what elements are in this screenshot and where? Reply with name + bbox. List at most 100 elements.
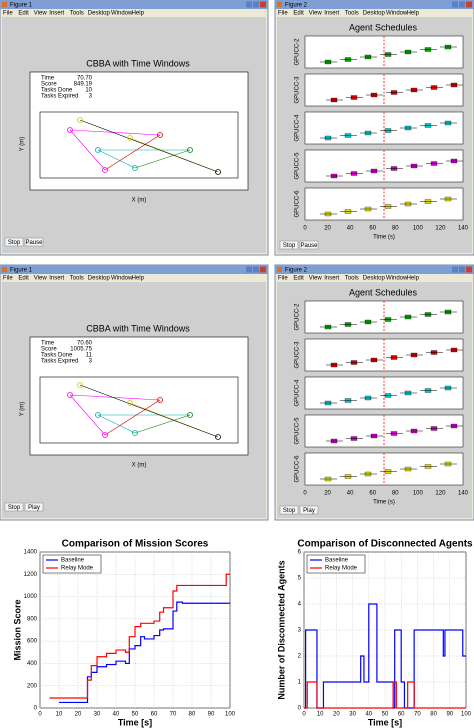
y-tick-label: 5: [298, 576, 302, 582]
menu-item[interactable]: Desktop: [363, 276, 386, 282]
window-button[interactable]: [246, 266, 252, 273]
menu-item[interactable]: View: [309, 276, 323, 282]
x-tick-label: 60: [369, 226, 376, 232]
stat-value: 1005.75: [70, 347, 92, 353]
button[interactable]: [299, 505, 319, 515]
menu-item[interactable]: Window: [111, 276, 133, 282]
button-label[interactable]: Play: [28, 505, 40, 511]
agent-label: GPUCC-4: [295, 114, 301, 142]
x-tick-label: 10: [317, 712, 324, 718]
menu-item[interactable]: Edit: [18, 11, 29, 17]
menu-item[interactable]: File: [3, 11, 13, 17]
menu-item[interactable]: File: [278, 11, 288, 17]
menu-item[interactable]: Tools: [345, 276, 359, 282]
window-title: Figure 1: [10, 267, 33, 273]
menu-item[interactable]: Help: [132, 11, 145, 17]
button-label[interactable]: Pause: [300, 243, 318, 249]
x-tick-label: 50: [132, 712, 139, 718]
window-button[interactable]: [459, 1, 465, 8]
x-tick-label: 100: [225, 712, 236, 718]
menu-item[interactable]: Insert: [49, 11, 64, 17]
menu-item[interactable]: File: [278, 276, 288, 282]
menu-item[interactable]: View: [309, 11, 323, 17]
path-segment: [69, 394, 161, 401]
agent-marker: [67, 392, 73, 398]
x-tick-label: 100: [413, 491, 424, 497]
menu-item[interactable]: Insert: [324, 11, 339, 17]
button-label[interactable]: Play: [303, 508, 315, 514]
menu-item[interactable]: View: [34, 276, 48, 282]
button-label[interactable]: Stop: [283, 243, 296, 249]
y-tick-label: 200: [27, 683, 38, 689]
button-label[interactable]: Pause: [25, 240, 43, 246]
button-label[interactable]: Stop: [283, 508, 296, 514]
x-tick-label: 60: [151, 712, 158, 718]
plot-title: CBBA with Time Windows: [86, 323, 190, 333]
window-button[interactable]: [452, 266, 458, 273]
menu-item[interactable]: Desktop: [363, 11, 386, 17]
stat-label: Time: [41, 76, 55, 82]
x-axis-label: X (m): [132, 463, 147, 469]
plot-title: Agent Schedules: [349, 22, 418, 32]
x-tick-label: 100: [413, 226, 424, 232]
window-button[interactable]: [253, 266, 259, 273]
menu-item[interactable]: Insert: [324, 276, 339, 282]
window-button[interactable]: [260, 1, 266, 8]
menu-item[interactable]: Insert: [49, 276, 64, 282]
window-button[interactable]: [459, 266, 465, 273]
button[interactable]: [279, 505, 299, 515]
window-button[interactable]: [452, 1, 458, 8]
agent-label: GPUCC-6: [295, 455, 301, 483]
menu-item[interactable]: Edit: [293, 276, 304, 282]
window-button[interactable]: [466, 1, 472, 8]
button-label[interactable]: Stop: [8, 240, 21, 246]
window-button[interactable]: [246, 1, 252, 8]
path-segment: [79, 384, 219, 438]
menu-item[interactable]: Desktop: [88, 11, 111, 17]
menu-item[interactable]: Help: [132, 276, 145, 282]
x-tick-label: 70: [170, 712, 177, 718]
data-line: [304, 681, 466, 709]
agent-marker: [187, 412, 193, 418]
button[interactable]: [299, 240, 319, 250]
agent-marker: [95, 147, 101, 153]
title-bar: [0, 265, 268, 274]
menu-item[interactable]: File: [3, 276, 13, 282]
window-button[interactable]: [466, 266, 472, 273]
path-segment: [79, 119, 219, 173]
button[interactable]: [4, 237, 24, 247]
x-tick-label: 20: [75, 712, 82, 718]
x-tick-label: 40: [347, 491, 354, 497]
button[interactable]: [24, 237, 44, 247]
menu-item[interactable]: Desktop: [88, 276, 111, 282]
menu-item[interactable]: Tools: [70, 276, 84, 282]
window-button[interactable]: [260, 266, 266, 273]
agent-label: GPUCC-4: [295, 379, 301, 407]
button-label[interactable]: Stop: [8, 505, 21, 511]
window-button[interactable]: [253, 1, 259, 8]
menu-item[interactable]: Help: [407, 11, 420, 17]
button[interactable]: [4, 502, 24, 512]
x-tick-label: 120: [435, 491, 446, 497]
x-tick-label: 10: [56, 712, 63, 718]
y-tick-label: 600: [27, 639, 38, 645]
agent-marker: [127, 135, 133, 141]
y-axis-label: Y (m): [20, 137, 26, 152]
agent-marker: [77, 117, 83, 123]
menu-item[interactable]: View: [34, 11, 48, 17]
menu-item[interactable]: Help: [407, 276, 420, 282]
menu-item[interactable]: Window: [111, 11, 133, 17]
menu-item[interactable]: Tools: [345, 11, 359, 17]
menu-item[interactable]: Window: [386, 276, 408, 282]
x-axis-label: Time (s): [373, 500, 395, 506]
button[interactable]: [24, 502, 44, 512]
stat-label: Time: [41, 341, 55, 347]
menu-item[interactable]: Tools: [70, 11, 84, 17]
window-title: Figure 1: [10, 2, 33, 8]
menu-item[interactable]: Window: [386, 11, 408, 17]
window-icon: [2, 2, 7, 7]
x-tick-label: 30: [349, 712, 356, 718]
menu-item[interactable]: Edit: [293, 11, 304, 17]
button[interactable]: [279, 240, 299, 250]
menu-item[interactable]: Edit: [18, 276, 29, 282]
